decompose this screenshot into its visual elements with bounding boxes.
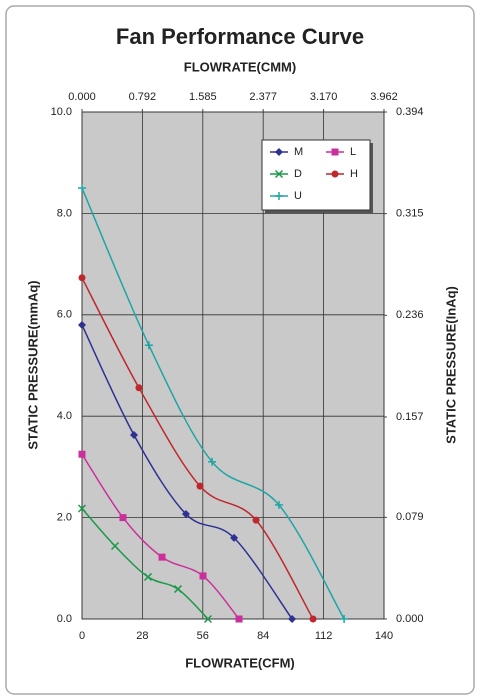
x-tick-label: 0: [79, 630, 85, 642]
legend-item: H: [326, 168, 358, 180]
y-tick-label: 0.0: [57, 613, 72, 625]
x-tick-label: 140: [375, 630, 393, 642]
x-axis-title: FLOWRATE(CFM): [185, 655, 295, 670]
y-tick-label: 8.0: [57, 207, 72, 219]
legend-item: D: [270, 168, 302, 180]
marker-shape: [199, 572, 207, 580]
legend-label: M: [294, 146, 303, 158]
y2-tick-label: 0.079: [396, 511, 424, 523]
marker-shape: [331, 148, 339, 156]
marker: [274, 500, 283, 509]
marker: [77, 504, 87, 513]
marker: [309, 615, 317, 623]
marker-shape: [203, 614, 213, 624]
marker: [331, 148, 339, 156]
marker: [78, 274, 86, 282]
marker-shape: [78, 450, 86, 458]
x2-tick-label: 1.585: [189, 91, 217, 103]
marker-shape: [288, 615, 297, 623]
marker: [110, 541, 120, 551]
y2-tick-label: 0.315: [396, 208, 424, 220]
legend-item: U: [270, 190, 302, 202]
y-tick-label: 4.0: [57, 410, 72, 422]
x-tick-label: 84: [257, 630, 269, 642]
marker: [288, 615, 297, 623]
marker: [158, 553, 166, 561]
marker: [173, 585, 183, 594]
marker-shape: [173, 585, 183, 594]
y2-tick-label: 0.394: [396, 106, 424, 118]
y2-tick-label: 0.157: [396, 411, 424, 423]
marker: [119, 514, 127, 522]
marker: [274, 169, 284, 179]
marker: [275, 192, 283, 200]
marker: [230, 533, 239, 542]
marker-shape: [77, 504, 87, 513]
marker-shape: [110, 541, 120, 551]
marker-shape: [143, 572, 153, 581]
y-tick-label: 2.0: [57, 512, 72, 524]
x2-tick-label: 3.962: [370, 91, 398, 103]
y-axis-title: STATIC PRESSURE(mmAq): [25, 280, 40, 449]
marker: [144, 341, 153, 350]
x2-tick-label: 0.000: [68, 91, 96, 103]
legend-item: M: [270, 146, 303, 158]
y2-axis-title: STATIC PRESSURE(InAq): [443, 286, 458, 444]
marker-shape: [129, 430, 138, 439]
y2-tick-label: 0.000: [396, 613, 424, 625]
x-tick-label: 56: [197, 630, 209, 642]
legend-label: U: [294, 190, 302, 202]
marker: [135, 384, 143, 392]
x2-axis-title: FLOWRATE(CMM): [184, 59, 296, 74]
marker-shape: [275, 148, 283, 156]
marker-shape: [78, 320, 86, 329]
series-line: [81, 187, 345, 620]
marker: [196, 482, 204, 490]
marker-shape: [309, 615, 317, 623]
marker: [78, 450, 86, 458]
x2-tick-label: 0.792: [129, 91, 157, 103]
marker-shape: [135, 384, 143, 392]
x2-tick-label: 2.377: [249, 91, 277, 103]
marker-shape: [274, 169, 284, 179]
marker: [331, 170, 339, 178]
marker: [275, 148, 283, 156]
legend-label: D: [294, 168, 302, 180]
marker: [181, 510, 190, 519]
marker-shape: [119, 514, 127, 522]
x2-tick-label: 3.170: [310, 91, 338, 103]
marker: [208, 457, 217, 466]
chart-title: Fan Performance Curve: [116, 24, 364, 49]
marker-shape: [252, 516, 260, 524]
marker-shape: [230, 533, 239, 542]
y2-tick-label: 0.236: [396, 309, 424, 321]
y-tick-label: 6.0: [57, 309, 72, 321]
marker-shape: [196, 482, 204, 490]
marker-shape: [181, 510, 190, 519]
marker: [129, 430, 138, 439]
x-tick-label: 112: [315, 630, 333, 642]
legend-label: H: [350, 168, 358, 180]
marker: [143, 572, 153, 581]
marker: [199, 572, 207, 580]
series-line: [81, 277, 314, 620]
marker-shape: [235, 615, 243, 623]
marker: [340, 615, 349, 623]
marker: [235, 615, 243, 623]
x-tick-label: 28: [136, 630, 148, 642]
y-tick-label: 10.0: [51, 106, 72, 118]
marker-shape: [331, 170, 339, 178]
marker: [78, 320, 86, 329]
marker: [78, 184, 86, 193]
marker: [203, 614, 213, 624]
marker-shape: [78, 274, 86, 282]
legend-label: L: [350, 146, 356, 158]
marker: [252, 516, 260, 524]
marker-shape: [158, 553, 166, 561]
legend-item: L: [326, 146, 356, 158]
